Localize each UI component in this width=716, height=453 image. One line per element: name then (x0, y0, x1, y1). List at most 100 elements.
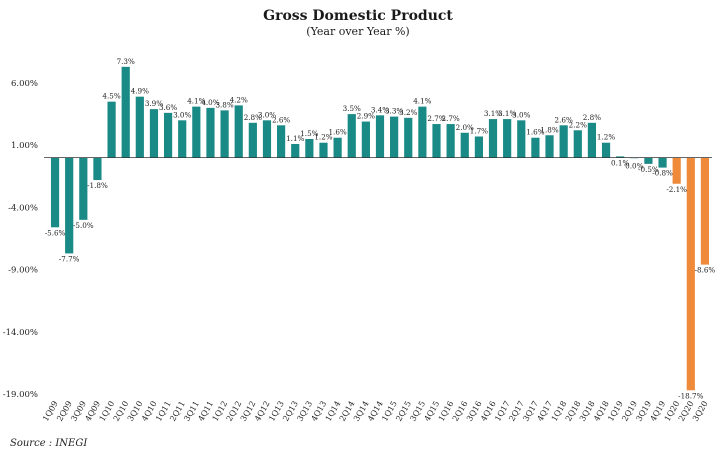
bar (361, 121, 370, 158)
bar (517, 120, 526, 158)
bar (347, 114, 356, 158)
x-axis: 1Q092Q093Q094Q091Q102Q103Q104Q101Q112Q11… (41, 400, 710, 423)
data-label: 1.6% (328, 128, 346, 137)
bar (149, 109, 159, 158)
chart-subtitle: (Year over Year %) (306, 25, 409, 38)
bar (192, 106, 201, 158)
bar (404, 117, 413, 158)
y-tick-label: 6.00% (11, 79, 38, 89)
bar (121, 66, 130, 158)
data-label: 7.3% (117, 57, 135, 66)
bar (432, 124, 441, 158)
data-label: 3.6% (159, 103, 177, 112)
bar (686, 157, 695, 391)
bar (333, 137, 342, 158)
bar (220, 110, 229, 158)
data-label: 2.2% (569, 120, 587, 129)
bar (700, 157, 710, 265)
bar (460, 132, 469, 158)
data-label: -5.6% (45, 228, 66, 237)
bar (234, 105, 243, 158)
data-label: 4.2% (230, 95, 248, 104)
bar (672, 157, 681, 184)
y-tick-label: -14.00% (3, 328, 38, 338)
bar (531, 137, 540, 158)
data-label: 3.0% (512, 110, 530, 119)
bar (488, 119, 498, 158)
y-tick-label: -19.00% (3, 390, 38, 400)
data-label: -2.1% (666, 185, 687, 194)
chart-title: Gross Domestic Product (263, 8, 453, 24)
bar (79, 157, 88, 220)
data-label: -5.0% (73, 221, 94, 230)
y-tick-label: -4.00% (8, 203, 38, 213)
bar (50, 157, 60, 228)
data-label: 4.1% (187, 97, 205, 106)
data-label: 4.9% (131, 87, 149, 96)
bar (291, 143, 300, 158)
data-label: 2.6% (272, 115, 290, 124)
bar (418, 106, 427, 158)
data-label: -8.6% (695, 266, 716, 275)
bar (503, 119, 512, 158)
bar (601, 142, 611, 158)
bar (319, 142, 328, 158)
bar (658, 157, 667, 168)
bar (178, 120, 187, 158)
data-label: 2.7% (442, 114, 460, 123)
bar (559, 125, 568, 158)
bars-group (50, 66, 710, 391)
bar (93, 157, 102, 181)
data-label: 1.5% (300, 129, 318, 138)
data-label: 1.8% (540, 125, 558, 134)
data-label: 3.2% (399, 108, 417, 117)
source-note: Source : INEGI (10, 438, 88, 449)
y-tick-label: -9.00% (8, 266, 38, 276)
bar (163, 112, 173, 158)
data-label: 3.1% (484, 109, 502, 118)
data-label: 3.0% (258, 110, 276, 119)
data-label: 4.1% (413, 97, 431, 106)
bar (135, 96, 144, 158)
bar (206, 107, 215, 158)
data-label: 1.6% (526, 128, 544, 137)
data-label: 1.2% (314, 133, 332, 142)
data-label: -7.7% (59, 254, 80, 263)
data-label: 3.8% (215, 100, 233, 109)
bar (644, 157, 653, 164)
bar (616, 156, 625, 158)
bar (277, 125, 286, 158)
bar (65, 157, 74, 254)
bar (262, 120, 272, 158)
data-label: 1.2% (597, 133, 615, 142)
data-label: 2.7% (427, 114, 445, 123)
data-label: 2.6% (555, 115, 573, 124)
data-label: 3.3% (385, 107, 403, 116)
bar (375, 115, 385, 158)
bar (446, 124, 455, 158)
bar (248, 122, 257, 158)
data-label: 3.9% (145, 99, 163, 108)
y-axis: 6.00% 1.00% -4.00% -9.00% -14.00% -19.00% (3, 79, 38, 400)
data-label: 2.8% (583, 113, 601, 122)
bar (305, 138, 314, 158)
data-label: 2.9% (357, 112, 375, 121)
data-label: 4.0% (201, 98, 219, 107)
data-label: 3.4% (371, 105, 389, 114)
bar (545, 135, 554, 158)
data-label: -0.8% (652, 169, 673, 178)
data-label: -0.5% (638, 165, 659, 174)
data-label: 2.0% (456, 123, 474, 132)
y-tick-label: 1.00% (11, 141, 38, 151)
data-label: 0.1% (611, 159, 629, 168)
bar (390, 116, 399, 158)
data-label: 2.8% (244, 113, 262, 122)
bar (573, 130, 582, 158)
data-labels-group: -5.6% -7.7% -5.0% -1.8% 4.5% 7.3% 4.9% 3.9%3.6%… (45, 57, 716, 400)
data-label: -18.7% (678, 391, 703, 400)
data-label: 0.0% (625, 162, 643, 171)
bar (107, 101, 116, 158)
data-label: 3.0% (173, 110, 191, 119)
bar (587, 122, 597, 158)
